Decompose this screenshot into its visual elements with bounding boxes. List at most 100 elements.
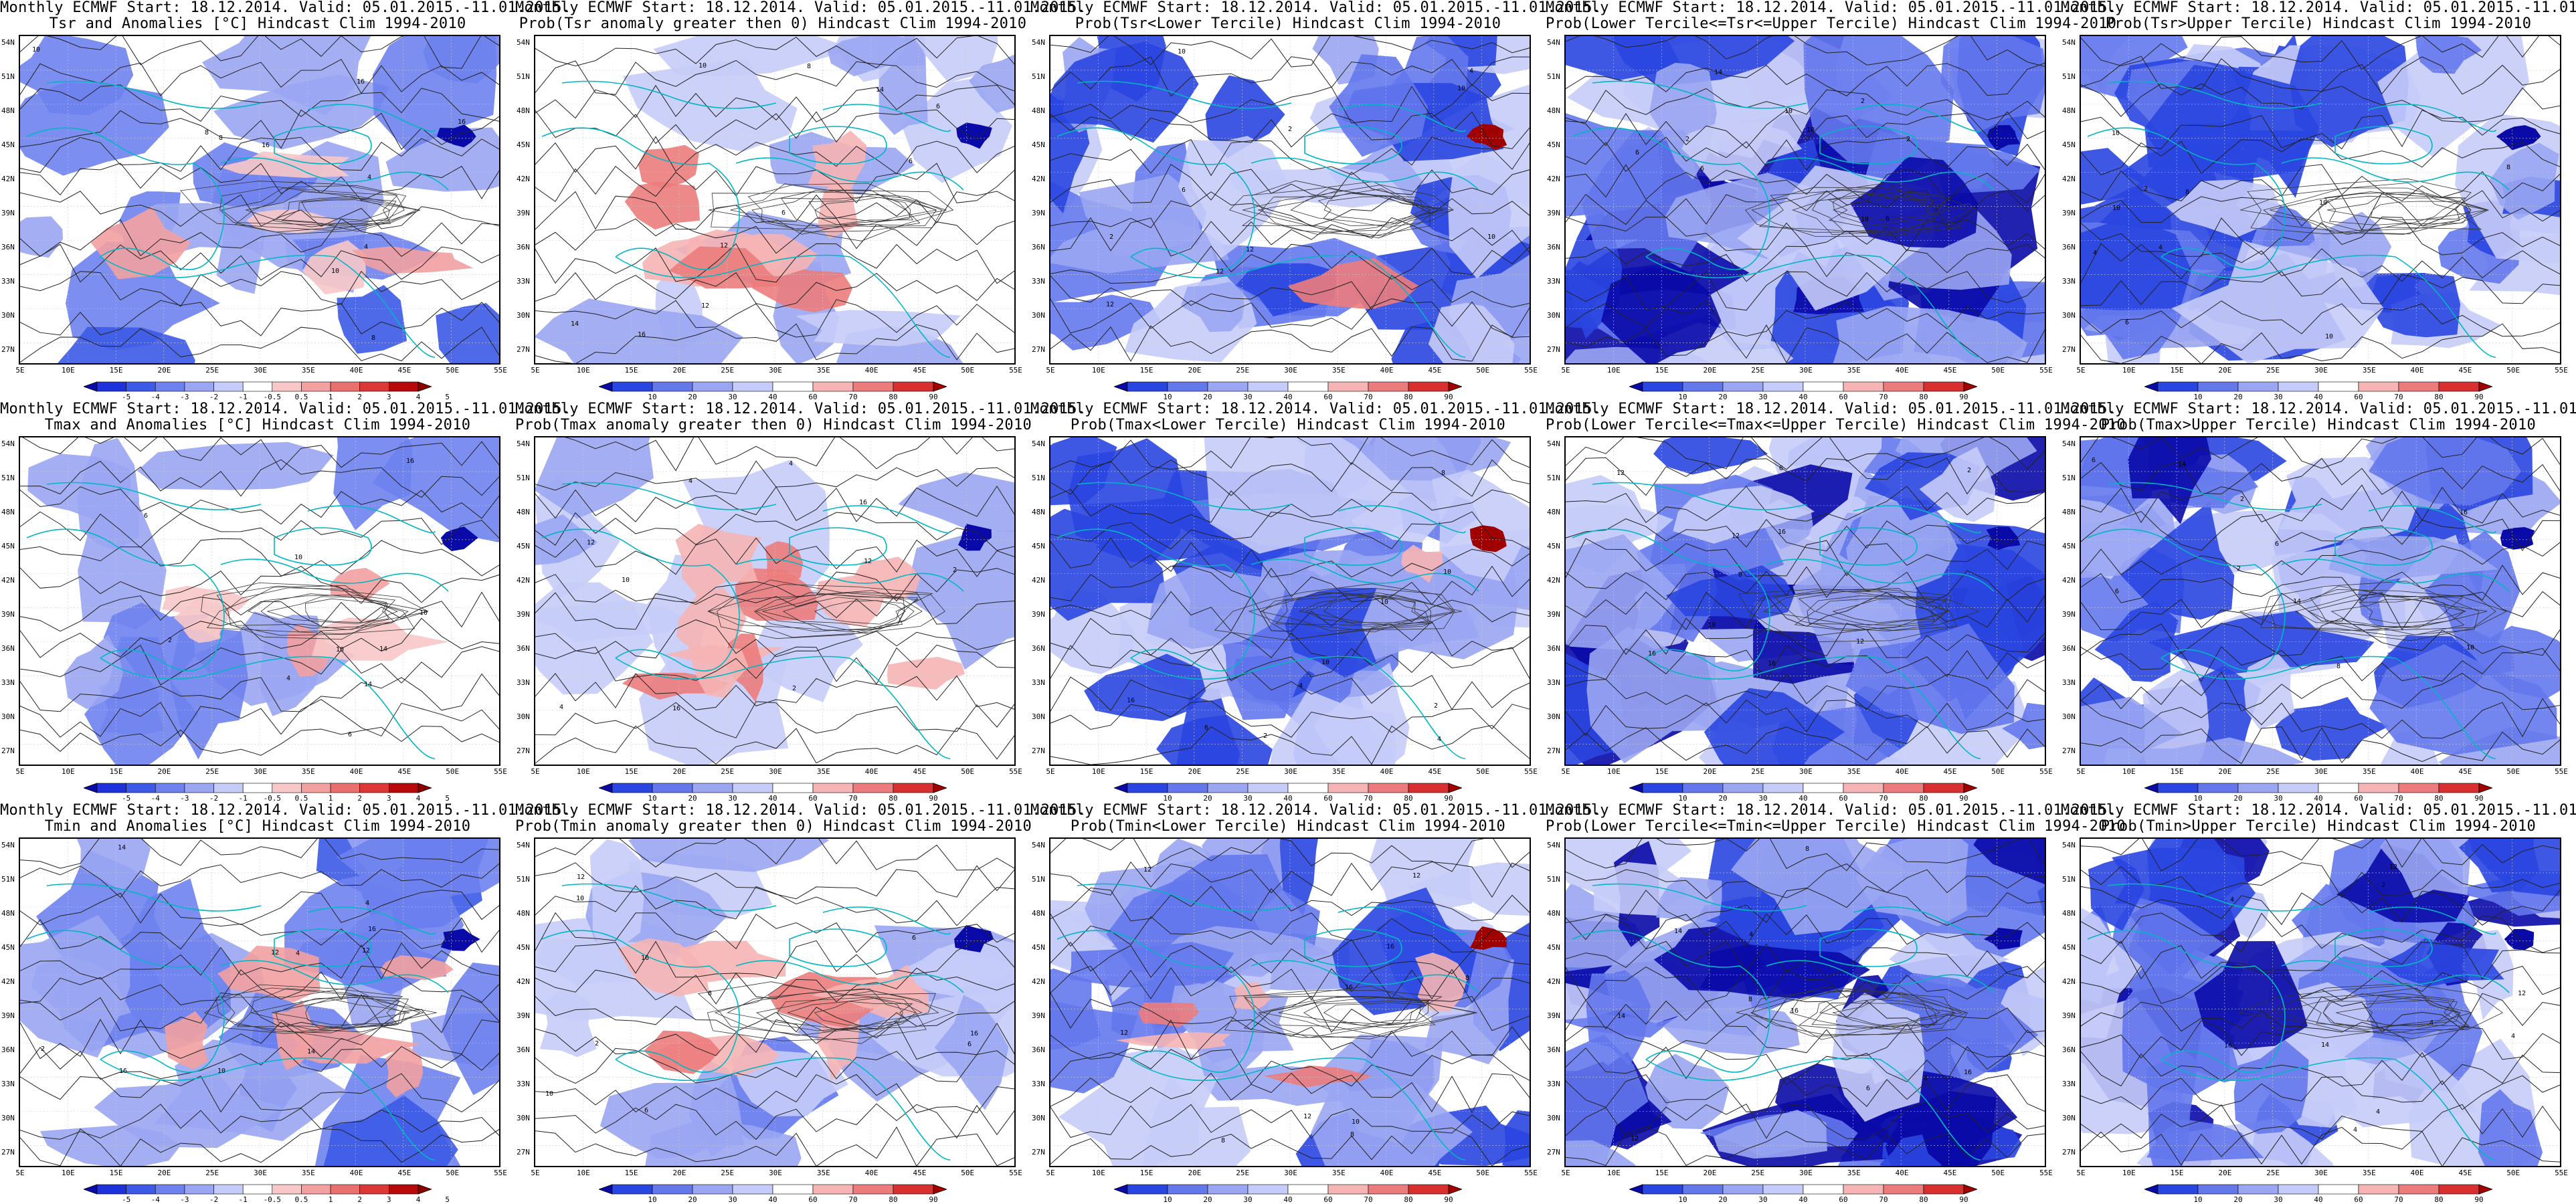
warm-shading-area — [380, 955, 454, 981]
longitude-label: 5E — [1046, 767, 1055, 776]
cold-shading-area — [1663, 1007, 1800, 1056]
contour-label: 10 — [1380, 599, 1388, 606]
terrain-contour — [1798, 992, 1966, 1031]
colorbar — [2144, 1184, 2492, 1195]
latitude-label: 48N — [1547, 909, 1560, 918]
longitude-label: 40E — [2410, 1169, 2424, 1177]
terrain-contour — [1763, 588, 1958, 631]
isotherm-contour — [20, 726, 499, 756]
latitude-label: 36N — [517, 243, 530, 252]
latitude-label: 30N — [517, 311, 530, 320]
colorbar-swatch — [126, 1184, 156, 1195]
colorbar-swatch — [692, 783, 733, 793]
contour-label: 10 — [622, 577, 630, 584]
colorbar-swatch — [1883, 783, 1924, 793]
colorbar-max-arrow — [1963, 381, 1977, 392]
colorbar-swatch — [1167, 381, 1208, 392]
contour-label: 10 — [1708, 621, 1716, 629]
longitude-label: 30E — [1799, 767, 1813, 776]
isotherm-contour — [1050, 617, 1530, 659]
latitude-label: 39N — [1547, 209, 1560, 217]
map-area: 16 12 4 14 16 4 12 2 10 14 — [19, 837, 500, 1167]
longitude-label: 10E — [576, 1169, 590, 1177]
warm-shading-area — [246, 209, 337, 233]
contour-label: 8 — [219, 134, 223, 142]
colorbar-swatch — [692, 1184, 733, 1195]
contour-label: 2 — [1967, 467, 1971, 474]
warm-shading-area — [808, 130, 867, 193]
colorbar-tick-label: 80 — [1919, 794, 1928, 803]
colorbar-swatch — [812, 783, 854, 793]
colorbar-swatch — [1247, 783, 1289, 793]
map-canvas: 10 12 2 4 6 2 12 12 10 10 — [1050, 36, 1530, 363]
colorbar-tick-label: 70 — [2394, 393, 2403, 401]
longitude-label: 35E — [1847, 767, 1861, 776]
latitude-label: 54N — [1032, 38, 1045, 47]
latitude-label: 39N — [1032, 209, 1045, 217]
isotherm-contour — [1050, 111, 1530, 149]
isotherm-contour — [2081, 1051, 2560, 1087]
isotherm-contour — [20, 36, 499, 69]
colorbar-tick-label: 80 — [1919, 393, 1928, 401]
coastline — [2087, 528, 2286, 672]
contour-label: 6 — [2092, 457, 2096, 464]
isotherm-contour — [535, 1126, 1014, 1166]
colorbar-tick-label: 0.5 — [294, 393, 308, 401]
coastline — [822, 104, 951, 132]
terrain-contour — [1819, 1002, 1956, 1031]
isotherm-contour — [2081, 839, 2560, 872]
isotherm-contour — [535, 36, 1014, 69]
longitude-label: 10E — [61, 1169, 75, 1177]
colorbar-min-arrow — [1629, 1184, 1643, 1195]
longitude-label: 40E — [864, 1169, 879, 1177]
isotherm-contour — [1050, 243, 1530, 284]
cold-shading-area — [535, 298, 743, 363]
isotherm-contour — [20, 163, 499, 201]
latitude-label: 27N — [1547, 1148, 1560, 1157]
colorbar-swatch — [126, 783, 156, 793]
contour-label: 14 — [118, 844, 126, 851]
colorbar-tick-label: 30 — [1758, 393, 1768, 401]
warm-shading-area — [351, 246, 474, 274]
coastline — [822, 906, 951, 935]
latitude-label: 48N — [2062, 508, 2076, 516]
black-sea-coast — [789, 527, 887, 566]
isotherm-contour — [2081, 912, 2560, 953]
colorbar-tick-label: 10 — [648, 1195, 657, 1204]
colorbar-tick-label: -1 — [238, 1195, 248, 1204]
isotherm-contour — [1050, 36, 1530, 68]
contour-label: 12 — [1412, 872, 1420, 880]
coastline — [1572, 528, 1770, 672]
terrain-contour — [2370, 201, 2472, 221]
contour-label: 8 — [205, 129, 209, 136]
panel-title-line1: Monthly ECMWF Start: 18.12.2014. Valid: … — [515, 401, 1087, 417]
isotherm-contour — [535, 619, 1014, 659]
colorbar-swatch — [2358, 381, 2399, 392]
terrain-contour — [2324, 191, 2466, 225]
longitude-label: 40E — [349, 1169, 363, 1177]
warm-shading-area — [1232, 982, 1271, 1010]
terrain-contour — [281, 199, 390, 224]
contour-label: 14 — [1674, 928, 1682, 935]
cold-shading-area — [442, 963, 499, 1096]
isotherm-contour — [20, 992, 499, 1033]
cold-shading-area — [2368, 273, 2461, 338]
isotherm-contour — [1566, 699, 2045, 736]
coastline — [1766, 157, 1995, 191]
colorbar-tick-label: 70 — [848, 1195, 858, 1204]
contour-label: 10 — [2319, 199, 2327, 207]
isotherm-contour — [1566, 913, 2045, 950]
contour-label: 14 — [2293, 598, 2301, 605]
colorbar-tick-label: 80 — [1404, 1195, 1413, 1204]
colorbar-tick-label: 40 — [1799, 393, 1808, 401]
colorbar-tick-label: 90 — [2474, 1195, 2484, 1204]
colorbar-tick-label: -2 — [209, 1195, 219, 1204]
panel-title-line1: Monthly ECMWF Start: 18.12.2014. Valid: … — [1546, 0, 2117, 16]
latitude-label: 30N — [1547, 311, 1560, 320]
latitude-label: 36N — [1547, 644, 1560, 653]
panel-title-line1: Monthly ECMWF Start: 18.12.2014. Valid: … — [1030, 0, 1602, 16]
coastline — [2368, 906, 2496, 935]
coastline — [735, 157, 964, 191]
isotherm-contour — [2081, 110, 2560, 150]
isotherm-contour — [1566, 243, 2045, 282]
